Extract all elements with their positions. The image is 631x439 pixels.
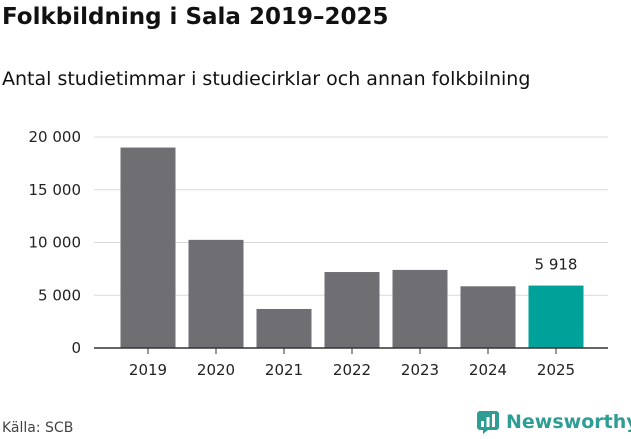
- y-tick-label: 0: [71, 339, 81, 357]
- bar: [188, 239, 244, 348]
- bar: [256, 308, 312, 348]
- y-tick-label: 5 000: [38, 286, 81, 304]
- x-tick-label: 2022: [333, 361, 371, 379]
- y-tick-label: 15 000: [29, 181, 82, 199]
- brand-name: Newsworthy: [506, 411, 631, 433]
- newsworthy-logo-icon: [477, 411, 499, 434]
- data-label: 5 918: [535, 256, 578, 274]
- x-tick-label: 2023: [401, 361, 439, 379]
- x-tick-label: 2020: [197, 361, 235, 379]
- bar: [528, 285, 584, 348]
- y-tick-label: 20 000: [29, 128, 82, 146]
- x-tick-label: 2024: [469, 361, 507, 379]
- bar: [460, 286, 516, 348]
- newsworthy-brand[interactable]: Newsworthy: [476, 408, 631, 436]
- bar: [324, 272, 380, 348]
- x-tick-label: 2025: [537, 361, 575, 379]
- x-tick-label: 2021: [265, 361, 303, 379]
- source-note: Källa: SCB: [2, 420, 74, 436]
- bar: [392, 269, 448, 348]
- x-tick-label: 2019: [129, 361, 167, 379]
- y-tick-label: 10 000: [29, 234, 82, 252]
- chart-title: Folkbildning i Sala 2019–2025: [2, 4, 389, 30]
- chart-subtitle: Antal studietimmar i studiecirklar och a…: [2, 68, 531, 90]
- bar: [120, 147, 176, 348]
